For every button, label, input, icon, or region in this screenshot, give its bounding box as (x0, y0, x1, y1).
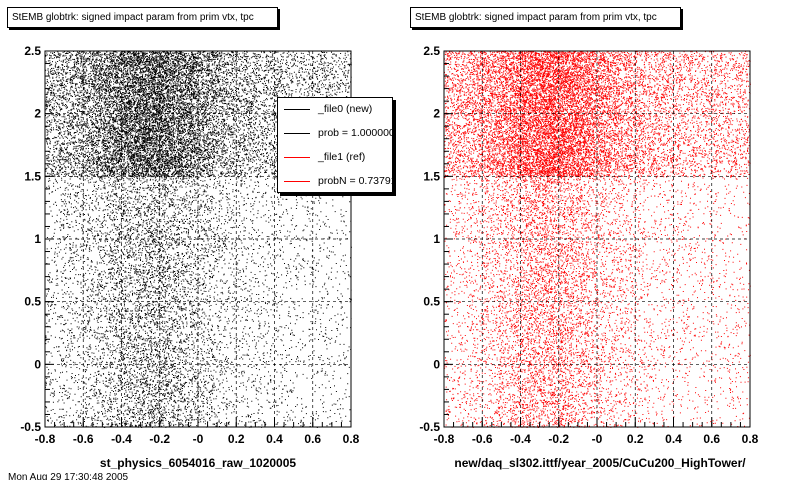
x-tick-label: -0.2 (149, 432, 170, 446)
left-x-axis-footer: st_physics_6054016_raw_1020005 (99, 456, 297, 470)
left-chart-panel: StEMB globtrk: signed impact param from … (7, 7, 360, 470)
y-tick-label: 2 (34, 107, 41, 121)
x-tick-label: 0.6 (304, 432, 321, 446)
right-chart-panel: StEMB globtrk: signed impact param from … (400, 0, 800, 480)
y-tick-label: 2 (433, 107, 440, 121)
timestamp-text: Mon Aug 29 17:30:48 2005 (8, 472, 129, 480)
x-tick-label: -0.6 (73, 432, 94, 446)
scatter-point-cloud (444, 51, 751, 428)
x-tick-label: -0.4 (510, 432, 531, 446)
y-tick-label: 1.5 (24, 169, 41, 183)
x-tick-label: -0.4 (111, 432, 132, 446)
y-tick-label: 0 (433, 357, 440, 371)
legend-entry: probN = 0.737913 (278, 170, 392, 192)
x-tick-label: 0.6 (703, 432, 720, 446)
legend-line-swatch (284, 157, 310, 158)
legend-line-swatch (284, 133, 310, 134)
y-tick-label: 0.5 (423, 295, 440, 309)
y-tick-label: 1 (433, 232, 440, 246)
right-scatter-plot: -0.8 -0.6 -0.4 -0.2 -0 0.2 0.4 0.6 0.8 -0.5 0 0.5 1 1… (419, 44, 759, 446)
legend-label: prob = 1.000000 (318, 127, 393, 139)
legend-entry: _file0 (new) (278, 98, 392, 122)
y-tick-label: 1 (34, 232, 41, 246)
y-tick-label: 0.5 (24, 295, 41, 309)
right-x-axis-footer: new/daq_sl302.ittf/year_2005/CuCu200_Hig… (454, 456, 746, 470)
x-tick-label: -0 (193, 432, 204, 446)
y-tick-label: 1.5 (423, 169, 440, 183)
scatter-points (444, 51, 751, 428)
legend-line-swatch (284, 109, 310, 110)
x-tick-label: 0.8 (742, 432, 759, 446)
timestamp-footer: Mon Aug 29 17:30:48 2005 (0, 464, 140, 480)
x-tick-label: -0.8 (35, 432, 56, 446)
x-tick-label: 0.2 (627, 432, 644, 446)
x-tick-label: -0.2 (548, 432, 569, 446)
left-scatter-plot: -0.8 -0.6 -0.4 -0.2 -0 0.2 0.4 0.6 0.8 -0.5 0 0.5 1 1… (20, 44, 360, 446)
legend-line-swatch (284, 181, 310, 182)
legend-label: _file0 (new) (318, 103, 373, 115)
x-tick-label: 0.2 (228, 432, 245, 446)
grid-lines (444, 51, 750, 427)
y-tick-label: -0.5 (419, 420, 440, 434)
x-tick-label: -0.6 (472, 432, 493, 446)
axis-ticks (44, 50, 352, 428)
x-tick-label: -0 (592, 432, 603, 446)
x-tick-label: 0.8 (343, 432, 360, 446)
y-tick-label: -0.5 (20, 420, 41, 434)
x-tick-label: 0.4 (665, 432, 682, 446)
x-tick-label: -0.8 (434, 432, 455, 446)
y-tick-label: 2.5 (423, 44, 440, 58)
legend-box: _file0 (new) prob = 1.000000 _file1 (ref… (277, 97, 393, 193)
axis-ticks (443, 50, 751, 428)
x-tick-label: 0.4 (266, 432, 283, 446)
legend-entry: _file1 (ref) (278, 146, 392, 170)
legend-label: _file1 (ref) (318, 151, 366, 163)
legend-label: probN = 0.737913 (318, 175, 392, 187)
legend-entry: prob = 1.000000 (278, 122, 392, 146)
y-tick-label: 2.5 (24, 44, 41, 58)
right-chart-title: StEMB globtrk: signed impact param from … (410, 7, 681, 28)
left-chart-title: StEMB globtrk: signed impact param from … (7, 7, 278, 28)
y-tick-label: 0 (34, 357, 41, 371)
